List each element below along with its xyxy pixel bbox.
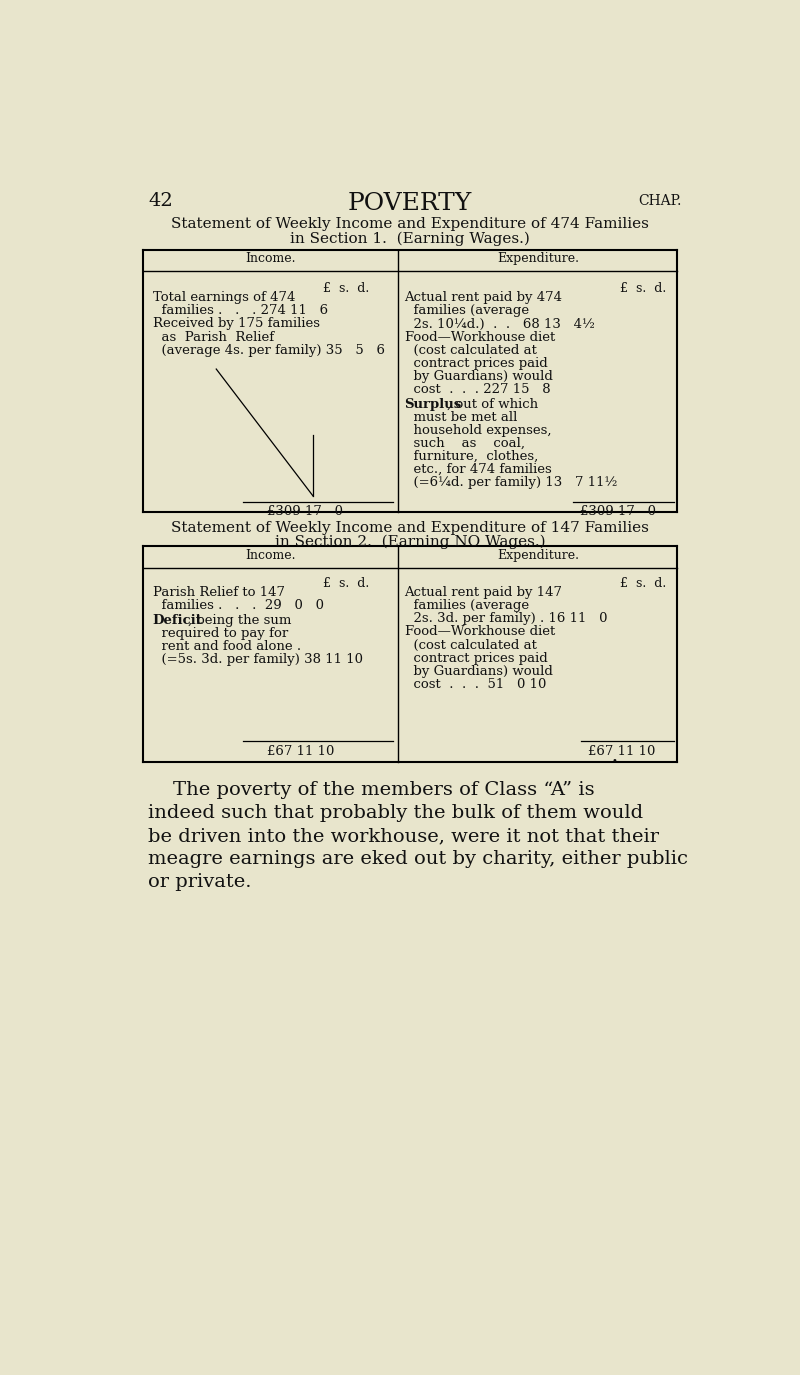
Text: Received by 175 families: Received by 175 families bbox=[153, 318, 320, 330]
Text: families .   .   . 274 11   6: families . . . 274 11 6 bbox=[153, 304, 328, 318]
Text: cost  .  .  .  51   0 10: cost . . . 51 0 10 bbox=[405, 678, 546, 690]
Text: in Section 2.  (Earning NO Wages.): in Section 2. (Earning NO Wages.) bbox=[274, 535, 546, 549]
Text: Deficit: Deficit bbox=[153, 613, 202, 627]
Text: (=6¼d. per family) 13   7 11½: (=6¼d. per family) 13 7 11½ bbox=[405, 476, 617, 489]
Text: indeed such that probably the bulk of them would: indeed such that probably the bulk of th… bbox=[148, 804, 643, 822]
Text: 2s. 3d. per family) . 16 11   0: 2s. 3d. per family) . 16 11 0 bbox=[405, 612, 607, 626]
Text: The poverty of the members of Class “A” is: The poverty of the members of Class “A” … bbox=[148, 781, 594, 799]
Text: contract prices paid: contract prices paid bbox=[405, 356, 547, 370]
Text: (=5s. 3d. per family) 38 11 10: (=5s. 3d. per family) 38 11 10 bbox=[153, 653, 362, 666]
Text: Statement of Weekly Income and Expenditure of 147 Families: Statement of Weekly Income and Expenditu… bbox=[171, 521, 649, 535]
Text: Actual rent paid by 474: Actual rent paid by 474 bbox=[405, 292, 562, 304]
Text: rent and food alone .: rent and food alone . bbox=[153, 641, 301, 653]
Text: families .   .   .  29   0   0: families . . . 29 0 0 bbox=[153, 600, 324, 612]
Text: or private.: or private. bbox=[148, 873, 251, 891]
Text: Expenditure.: Expenditure. bbox=[497, 549, 579, 562]
Text: Total earnings of 474: Total earnings of 474 bbox=[153, 292, 295, 304]
Text: as  Parish  Relief: as Parish Relief bbox=[153, 330, 274, 344]
Text: household expenses,: household expenses, bbox=[405, 424, 551, 437]
Text: £309 17   0: £309 17 0 bbox=[581, 506, 657, 518]
Text: £  s.  d.: £ s. d. bbox=[619, 578, 666, 590]
Text: contract prices paid: contract prices paid bbox=[405, 652, 547, 664]
Text: meagre earnings are eked out by charity, either public: meagre earnings are eked out by charity,… bbox=[148, 850, 688, 868]
Text: (average 4s. per family) 35   5   6: (average 4s. per family) 35 5 6 bbox=[153, 344, 385, 356]
Text: •: • bbox=[611, 756, 618, 766]
Text: £309 17   0: £309 17 0 bbox=[266, 506, 342, 518]
Text: cost  .  .  . 227 15   8: cost . . . 227 15 8 bbox=[405, 382, 550, 396]
Text: POVERTY: POVERTY bbox=[348, 193, 472, 214]
Text: by Guardians) would: by Guardians) would bbox=[405, 664, 553, 678]
Text: , out of which: , out of which bbox=[447, 397, 538, 411]
Text: Income.: Income. bbox=[246, 549, 296, 562]
Text: in Section 1.  (Earning Wages.): in Section 1. (Earning Wages.) bbox=[290, 231, 530, 246]
Text: £  s.  d.: £ s. d. bbox=[619, 282, 666, 296]
Text: , being the sum: , being the sum bbox=[187, 613, 291, 627]
Text: Surplus: Surplus bbox=[405, 397, 462, 411]
Text: 2s. 10¼d.)  .  .   68 13   4½: 2s. 10¼d.) . . 68 13 4½ bbox=[405, 318, 594, 330]
Text: Food—Workhouse diet: Food—Workhouse diet bbox=[405, 330, 555, 344]
Text: required to pay for: required to pay for bbox=[153, 627, 288, 639]
Text: £  s.  d.: £ s. d. bbox=[323, 578, 370, 590]
Text: (cost calculated at: (cost calculated at bbox=[405, 638, 537, 652]
Text: such    as    coal,: such as coal, bbox=[405, 437, 525, 450]
Text: Parish Relief to 147: Parish Relief to 147 bbox=[153, 586, 285, 600]
Text: £67 11 10: £67 11 10 bbox=[266, 745, 334, 758]
Text: 42: 42 bbox=[148, 193, 173, 210]
Text: CHAP.: CHAP. bbox=[638, 194, 682, 208]
Text: (cost calculated at: (cost calculated at bbox=[405, 344, 537, 356]
Text: Actual rent paid by 147: Actual rent paid by 147 bbox=[405, 586, 562, 600]
Text: families (average: families (average bbox=[405, 600, 529, 612]
Text: Expenditure.: Expenditure. bbox=[497, 253, 579, 265]
Text: £  s.  d.: £ s. d. bbox=[323, 282, 370, 296]
Text: etc., for 474 families: etc., for 474 families bbox=[405, 463, 551, 476]
Text: families (average: families (average bbox=[405, 304, 529, 318]
Text: Food—Workhouse diet: Food—Workhouse diet bbox=[405, 626, 555, 638]
Text: furniture,  clothes,: furniture, clothes, bbox=[405, 450, 538, 463]
Text: by Guardians) would: by Guardians) would bbox=[405, 370, 553, 382]
Text: be driven into the workhouse, were it not that their: be driven into the workhouse, were it no… bbox=[148, 828, 659, 846]
Text: must be met all: must be met all bbox=[405, 411, 517, 424]
Text: £67 11 10: £67 11 10 bbox=[588, 745, 656, 758]
Text: Income.: Income. bbox=[246, 253, 296, 265]
Text: Statement of Weekly Income and Expenditure of 474 Families: Statement of Weekly Income and Expenditu… bbox=[171, 217, 649, 231]
